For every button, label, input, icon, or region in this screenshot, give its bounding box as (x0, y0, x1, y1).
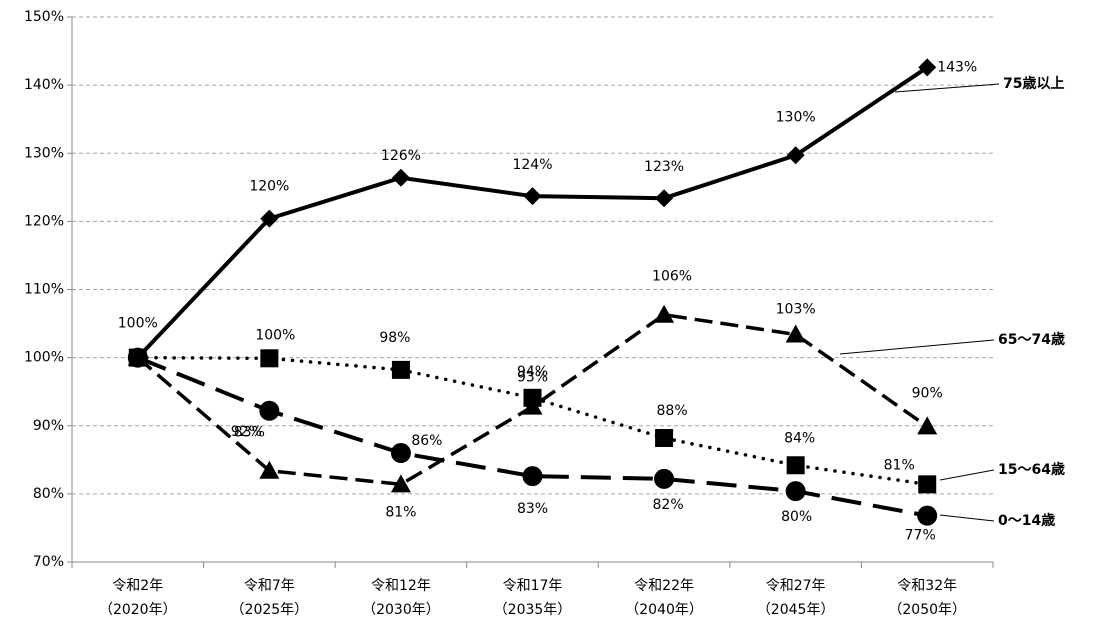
marker (655, 429, 674, 448)
data-label: 106% (652, 269, 692, 285)
legend-label: 65～74歳 (998, 331, 1065, 348)
marker (785, 481, 806, 502)
leader-line (894, 83, 1000, 93)
data-label: 94% (517, 364, 548, 380)
y-tick-label: 140% (24, 77, 64, 93)
marker (259, 460, 280, 479)
marker (391, 168, 410, 187)
y-tick-label: 150% (24, 9, 64, 25)
data-label: 130% (776, 109, 816, 125)
data-label: 126% (381, 148, 421, 164)
marker (918, 475, 937, 494)
y-tick-label: 100% (24, 350, 64, 366)
data-label: 80% (781, 509, 812, 525)
leader-line (939, 514, 995, 522)
marker (390, 474, 411, 493)
data-label: 88% (657, 403, 688, 419)
legend-label: 75歳以上 (1003, 75, 1064, 92)
x-tick-label: 令和27年（2045年） (757, 578, 835, 618)
y-tick-label: 80% (33, 486, 64, 502)
marker (260, 349, 279, 368)
data-label: 81% (385, 504, 416, 520)
x-tick-label: 令和2年（2020年） (99, 578, 177, 618)
data-label: 124% (512, 157, 552, 173)
data-label: 83% (234, 425, 265, 441)
marker (917, 416, 938, 435)
marker (260, 209, 279, 228)
marker (785, 324, 806, 343)
marker (523, 388, 542, 407)
y-tick-label: 90% (33, 418, 64, 434)
marker (917, 505, 938, 526)
data-label: 82% (653, 497, 684, 513)
data-label: 100% (118, 316, 158, 332)
x-tick-label: 令和7年（2025年） (231, 578, 309, 618)
marker (127, 347, 148, 368)
marker (654, 468, 675, 489)
data-label: 103% (776, 301, 816, 317)
data-label: 98% (379, 330, 410, 346)
data-label: 100% (255, 327, 295, 343)
x-tick-label: 令和22年（2040年） (625, 578, 703, 618)
marker (786, 146, 805, 165)
x-tick-label: 令和12年（2030年） (362, 578, 440, 618)
marker (655, 189, 674, 208)
data-label: 93% (517, 370, 548, 386)
data-label: 77% (905, 528, 936, 544)
legend-label: 15～64歳 (998, 461, 1065, 478)
legend-label: 0～14歳 (998, 512, 1055, 529)
y-tick-label: 130% (24, 145, 64, 161)
data-label: 120% (249, 179, 289, 195)
marker (390, 443, 411, 463)
marker (391, 360, 410, 379)
marker (654, 304, 675, 323)
x-tick-label: 令和32年（2050年） (888, 578, 966, 618)
y-tick-label: 70% (33, 554, 64, 570)
marker (522, 466, 543, 487)
marker (918, 58, 937, 77)
x-tick-label: 令和17年（2035年） (494, 578, 572, 618)
y-tick-label: 110% (24, 282, 64, 298)
marker (786, 456, 805, 475)
marker (523, 187, 542, 206)
data-label: 90% (912, 385, 943, 401)
data-label: 86% (411, 433, 442, 449)
data-label: 81% (884, 457, 915, 473)
data-label: 143% (937, 59, 977, 75)
data-label: 84% (784, 430, 815, 446)
data-label: 92% (231, 424, 262, 440)
marker (259, 400, 280, 421)
leader-line (839, 339, 995, 355)
leader-line (939, 469, 995, 481)
y-tick-label: 120% (24, 213, 64, 229)
data-label: 123% (644, 159, 684, 175)
data-label: 83% (517, 501, 548, 517)
